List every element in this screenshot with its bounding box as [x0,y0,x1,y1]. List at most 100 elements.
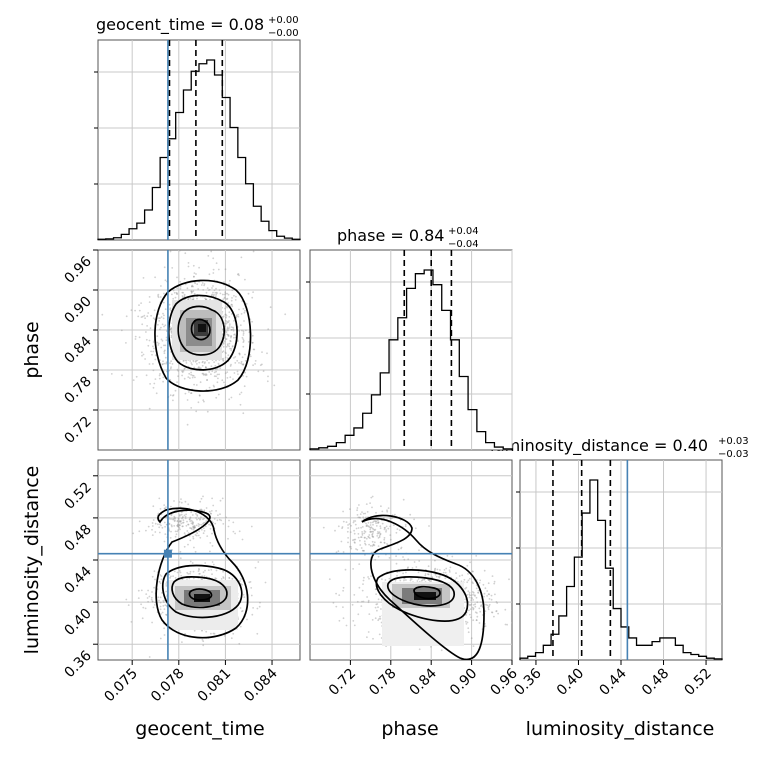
sample-point [163,292,165,295]
sample-point [417,571,420,574]
sample-point [198,573,201,575]
x-axis-label-2: luminosity_distance [526,718,715,740]
sample-point [377,522,379,524]
sample-point [201,629,203,632]
sample-point [225,352,227,355]
sample-point [215,510,218,512]
sample-point [383,526,386,529]
sample-point [172,394,175,396]
sample-point [197,534,200,537]
sample-point [212,295,215,297]
sample-point [467,579,470,582]
sample-point [190,511,193,514]
sample-point [218,289,221,291]
sample-point [193,383,196,386]
sample-point [394,513,396,516]
sample-point [202,289,205,291]
sample-point [176,292,178,295]
sample-point [232,632,235,635]
sample-point [164,533,167,535]
sample-point [273,384,276,387]
sample-point [217,377,219,380]
sample-point [179,524,181,527]
sample-point [472,591,475,594]
sample-point [182,370,185,372]
sample-point [163,627,166,630]
sample-point [170,524,173,527]
sample-point [203,400,205,403]
sample-point [480,605,482,608]
sample-point [157,344,160,346]
sample-point [444,571,447,574]
sample-point [226,326,229,329]
sample-point [347,527,349,529]
sample-point [200,284,203,286]
sample-point [158,581,161,583]
sample-point [231,289,234,292]
sample-point [205,630,208,633]
sample-point [182,522,184,524]
sample-point [373,541,376,544]
sample-point [465,620,467,623]
sample-point [206,535,209,537]
sample-point [242,334,245,336]
sample-point [227,354,230,357]
sample-point [368,577,370,580]
sample-point [417,578,420,580]
sample-point [486,595,488,597]
sample-point [225,338,228,340]
sample-point [238,308,240,311]
sample-point [174,389,177,392]
sample-point [184,283,187,286]
sample-point [142,606,145,609]
sample-point [379,525,382,528]
sample-point [163,507,166,510]
sample-point [151,600,154,603]
sample-point [151,575,154,578]
sample-point [211,497,214,500]
sample-point [230,347,233,350]
sample-point [151,591,153,593]
sample-point [365,516,367,519]
sample-point [397,548,400,551]
sample-point [267,375,269,378]
sample-point [228,311,231,314]
sample-point [163,362,166,365]
sample-point [200,508,203,511]
sample-point [226,321,229,324]
x-tick-label: 0.081 [195,666,235,706]
sample-point [203,362,206,365]
sample-point [423,578,425,581]
sample-point [172,297,175,300]
sample-point [352,521,355,524]
sample-point [158,320,161,322]
sample-point [491,575,494,577]
sample-point [212,632,215,635]
sample-point [170,514,173,517]
sample-point [168,523,171,526]
sample-point [204,361,206,363]
sample-point [511,609,512,611]
title-0-name: geocent_time = 0.08 [96,15,264,35]
sample-point [187,543,189,546]
sample-point [231,345,234,348]
sample-point [217,514,219,517]
sample-point [142,353,145,356]
sample-point [377,521,379,524]
sample-point [147,589,150,592]
sample-point [378,531,381,533]
sample-point [371,506,373,509]
sample-point [363,540,366,543]
sample-point [197,525,200,527]
sample-point [176,525,179,528]
sample-point [190,362,193,364]
sample-point [214,364,217,367]
sample-point [371,495,374,498]
sample-point [171,293,173,296]
sample-point [472,619,475,622]
sample-point [212,563,215,566]
sample-point [230,335,233,337]
sample-point [238,274,240,277]
sample-point [234,299,237,301]
sample-point [170,330,173,333]
